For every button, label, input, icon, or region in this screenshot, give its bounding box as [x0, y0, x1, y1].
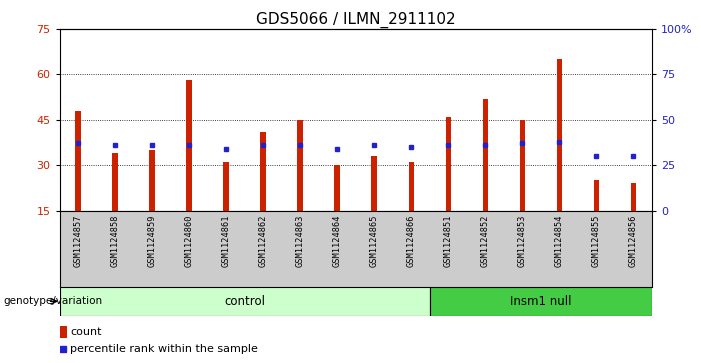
Text: GSM1124857: GSM1124857 — [74, 214, 83, 267]
Text: GSM1124865: GSM1124865 — [369, 214, 379, 267]
Bar — [430, 287, 652, 316]
Text: GSM1124860: GSM1124860 — [184, 214, 193, 267]
Text: genotype/variation: genotype/variation — [4, 296, 102, 306]
Text: GSM1124863: GSM1124863 — [296, 214, 305, 267]
Bar — [482, 99, 488, 211]
Text: GSM1124853: GSM1124853 — [518, 214, 527, 267]
Text: control: control — [224, 295, 265, 308]
Text: GSM1124864: GSM1124864 — [333, 214, 342, 267]
Text: GSM1124858: GSM1124858 — [111, 214, 120, 267]
Text: GSM1124862: GSM1124862 — [259, 214, 268, 267]
Text: count: count — [70, 327, 102, 337]
Text: percentile rank within the sample: percentile rank within the sample — [70, 344, 258, 354]
Bar — [186, 81, 192, 211]
Bar — [631, 183, 637, 211]
Bar — [557, 59, 562, 211]
Text: Insm1 null: Insm1 null — [510, 295, 571, 308]
Title: GDS5066 / ILMN_2911102: GDS5066 / ILMN_2911102 — [256, 12, 456, 28]
Text: GSM1124866: GSM1124866 — [407, 214, 416, 267]
Bar — [75, 111, 81, 211]
Bar — [112, 153, 118, 211]
Bar — [372, 156, 377, 211]
Text: GSM1124854: GSM1124854 — [555, 214, 564, 267]
Text: GSM1124851: GSM1124851 — [444, 214, 453, 267]
Bar — [334, 165, 340, 211]
Bar — [149, 150, 155, 211]
Text: GSM1124859: GSM1124859 — [148, 214, 156, 267]
Bar — [60, 326, 67, 338]
Bar — [60, 287, 430, 316]
Text: GSM1124855: GSM1124855 — [592, 214, 601, 267]
Bar — [446, 117, 451, 211]
Text: GSM1124856: GSM1124856 — [629, 214, 638, 267]
Bar — [297, 120, 303, 211]
Text: GSM1124861: GSM1124861 — [222, 214, 231, 267]
Text: GSM1124852: GSM1124852 — [481, 214, 490, 267]
Bar — [594, 180, 599, 211]
Bar — [224, 162, 229, 211]
Bar — [261, 132, 266, 211]
Bar — [409, 162, 414, 211]
Bar — [519, 120, 525, 211]
